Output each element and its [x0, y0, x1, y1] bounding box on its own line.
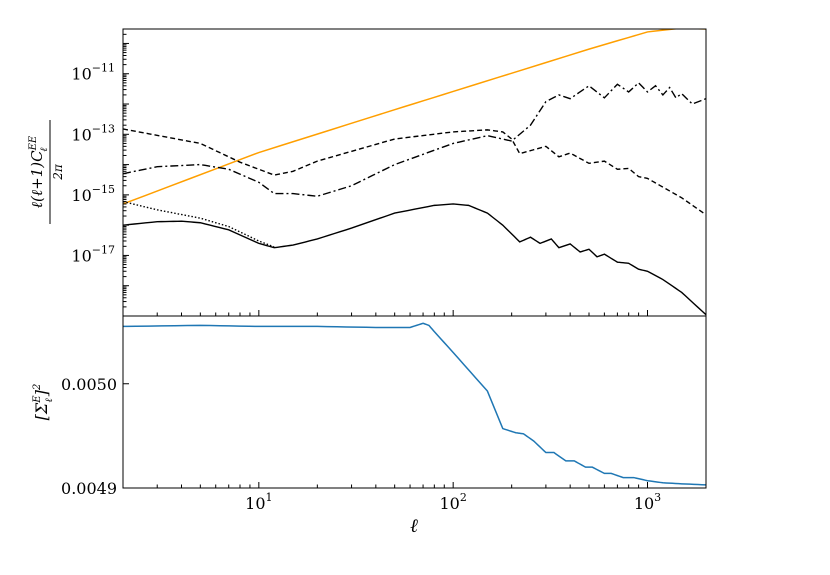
bottom-panel-frame: [122, 315, 707, 489]
x-tick-label-100: 102: [439, 491, 466, 513]
bottom-y-tick-label-0.0050: 0.0050: [61, 375, 117, 394]
bottom-ylabel-suffix: ]: [32, 389, 51, 397]
top-y-tick-label-−17: 10−17: [71, 243, 115, 265]
top-series-5-dotted-line: [123, 200, 275, 248]
x-tick-label-10: 101: [245, 491, 272, 513]
top-y-axis-label: ℓ(ℓ+1)CEEℓ 2π: [28, 120, 65, 224]
top-series-4-solid-line: [123, 203, 706, 316]
bottom-ylabel-prefix: [Σ: [32, 402, 51, 420]
bottom-xticks: 101 102 103: [122, 482, 707, 513]
svg-text:[ΣEℓ]2: [ΣEℓ]2: [32, 384, 55, 421]
svg-text:ℓ(ℓ+1)CEEℓ: ℓ(ℓ+1)CEEℓ: [28, 135, 50, 208]
top-ylabel-prefix: ℓ(ℓ+1)C: [28, 150, 46, 208]
top-panel-frame: [122, 28, 707, 317]
top-series-3-dashdot-line: [123, 81, 706, 197]
bottom-ylabel-sub: ℓ: [44, 398, 55, 402]
bottom-yticks: 0.0049 0.0050: [61, 375, 129, 498]
bottom-ylabel-outer-sup: 2: [32, 384, 43, 391]
top-panel: 10−11 10−13 10−15 10−17 ℓ(ℓ+1)CEEℓ 2π: [28, 28, 707, 317]
x-axis-label: ℓ: [410, 515, 418, 537]
top-series-group: [123, 29, 706, 316]
top-series-1-solid-line: [123, 29, 706, 205]
top-y-tick-label-−11: 10−11: [71, 62, 115, 84]
bottom-series-1-solid-line: [123, 322, 706, 486]
top-series-2-dashed-line: [123, 128, 706, 216]
top-yticks: 10−11 10−13 10−15 10−17: [71, 28, 129, 317]
bottom-panel: 101 102 103 0.0049 0.0050 [ΣEℓ]2 ℓ: [32, 315, 707, 537]
bottom-ylabel-sup: E: [32, 395, 43, 404]
top-y-tick-label-−13: 10−13: [71, 122, 115, 144]
bottom-series-group: [123, 322, 706, 486]
bottom-y-axis-label: [ΣEℓ]2: [32, 384, 55, 421]
top-ylabel-sub: ℓ: [39, 148, 50, 152]
top-ylabel-sup: EE: [28, 135, 39, 151]
x-tick-label-1000: 103: [634, 491, 661, 513]
top-xticks: [122, 310, 707, 316]
top-y-tick-label-−15: 10−15: [71, 183, 115, 205]
top-ylabel-denominator: 2π: [51, 163, 65, 181]
bottom-y-tick-label-0.0049: 0.0049: [61, 479, 117, 498]
